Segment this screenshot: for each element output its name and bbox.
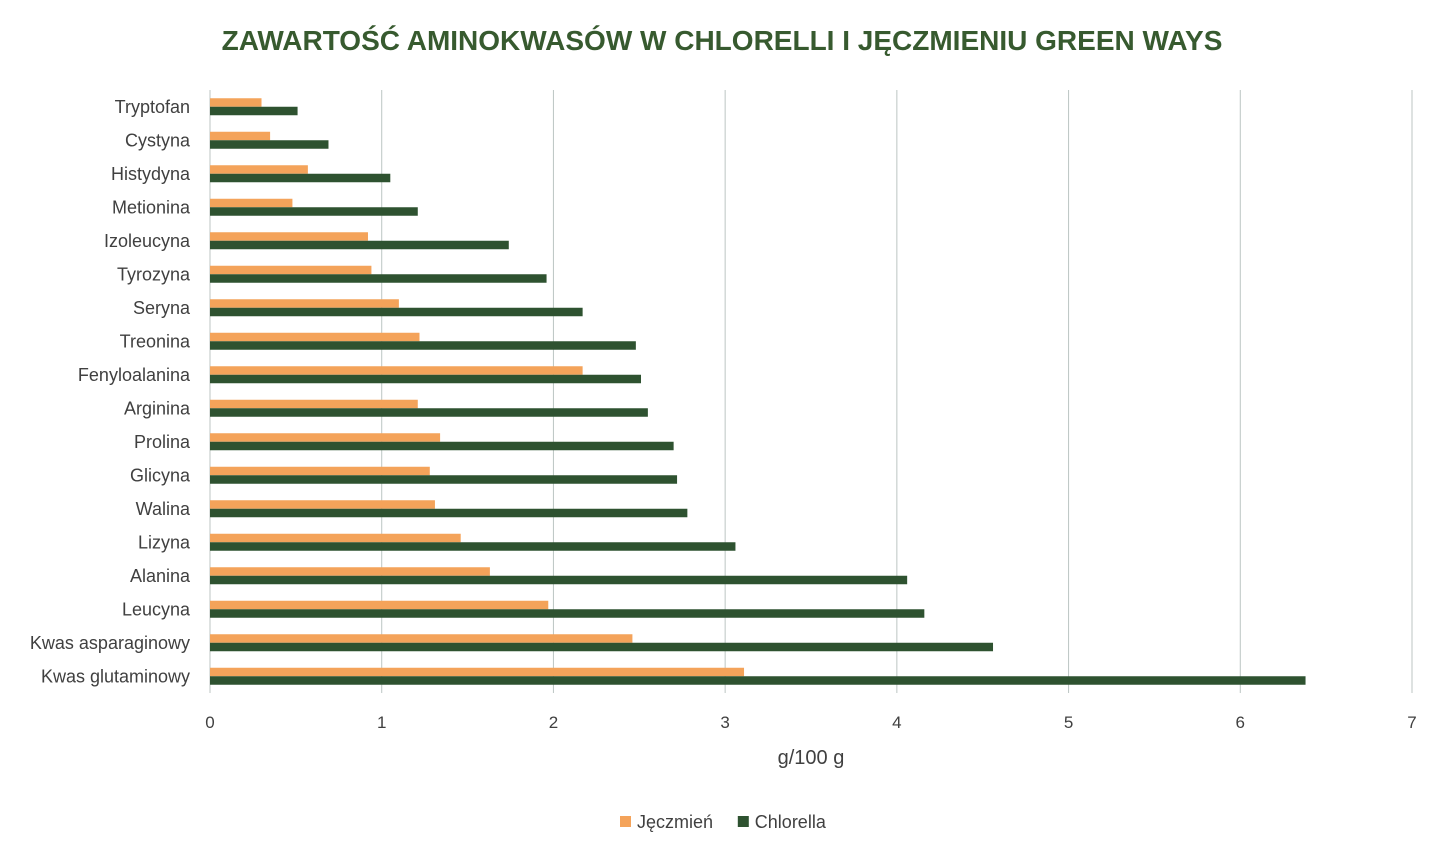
bar-chlorella-lizyna	[210, 542, 736, 551]
bar-j-czmie--glicyna	[210, 466, 430, 476]
bar-j-czmie--walina	[210, 500, 435, 509]
category-label: Prolina	[134, 432, 191, 452]
category-label: Histydyna	[111, 164, 191, 184]
bar-j-czmie--izoleucyna	[210, 232, 368, 241]
category-label: Kwas glutaminowy	[41, 666, 190, 686]
bar-j-czmie--histydyna	[210, 165, 308, 174]
bar-chlorella-fenyloalanina	[210, 374, 642, 384]
category-label: Fenyloalanina	[78, 365, 191, 385]
bar-j-czmie--metionina	[210, 198, 293, 208]
category-label: Lizyna	[138, 532, 191, 552]
x-tick-label: 4	[892, 713, 901, 732]
bar-j-czmie--tryptofan	[210, 98, 262, 107]
bar-chlorella-kwas-asparaginowy	[210, 642, 994, 652]
chart-title: ZAWARTOŚĆ AMINOKWASÓW W CHLORELLI I JĘCZ…	[222, 25, 1223, 56]
x-tick-label: 0	[205, 713, 214, 732]
legend-swatch	[737, 816, 749, 827]
x-tick-labels: 0 1 2 3 4 5 6 7	[205, 713, 1416, 732]
bar-chlorella-tryptofan	[210, 106, 298, 116]
category-label: Cystyna	[125, 130, 191, 150]
bar-j-czmie--seryna	[210, 299, 399, 308]
x-axis-title: g/100 g	[778, 747, 845, 769]
x-tick-label: 5	[1064, 713, 1073, 732]
bar-j-czmie--kwas-asparaginowy	[210, 634, 633, 643]
bar-chlorella-treonina	[210, 341, 636, 350]
bar-chlorella-prolina	[210, 441, 674, 451]
x-tick-label: 2	[549, 713, 558, 732]
bar-j-czmie--leucyna	[210, 600, 549, 610]
category-label: Metionina	[112, 197, 191, 217]
category-label: Izoleucyna	[104, 231, 191, 251]
x-tick-label: 6	[1236, 713, 1245, 732]
category-label: Tryptofan	[115, 97, 190, 117]
bar-j-czmie--lizyna	[210, 533, 461, 543]
category-label: Alanina	[130, 566, 191, 586]
category-label: Arginina	[124, 398, 191, 418]
gridlines	[209, 90, 1413, 693]
bar-chlorella-arginina	[210, 408, 648, 417]
bar-chlorella-walina	[210, 508, 688, 518]
bar-chlorella-izoleucyna	[210, 240, 509, 250]
x-tick-label: 1	[377, 713, 386, 732]
bar-j-czmie--cystyna	[210, 131, 271, 141]
bar-chlorella-leucyna	[210, 609, 925, 618]
bar-j-czmie--alanina	[210, 567, 490, 576]
category-label: Kwas asparaginowy	[30, 633, 190, 653]
bar-chlorella-tyrozyna	[210, 274, 547, 283]
bar-j-czmie--treonina	[210, 332, 420, 342]
x-tick-label: 7	[1407, 713, 1416, 732]
legend[interactable]: Jęczmień Chlorella	[620, 812, 827, 832]
bar-j-czmie--tyrozyna	[210, 265, 372, 275]
category-label: Tyrozyna	[117, 264, 191, 284]
legend-swatch	[620, 816, 631, 827]
bar-chlorella-cystyna	[210, 140, 329, 149]
category-label: Treonina	[120, 331, 191, 351]
category-label: Seryna	[133, 298, 191, 318]
bar-chlorella-alanina	[210, 575, 908, 585]
bar-chlorella-kwas-glutaminowy	[210, 676, 1306, 685]
bar-chlorella-metionina	[210, 207, 418, 216]
category-label: Walina	[136, 499, 191, 519]
bar-chlorella-glicyna	[210, 475, 678, 484]
bars	[210, 98, 1306, 685]
bar-j-czmie--fenyloalanina	[210, 366, 583, 375]
bar-j-czmie--kwas-glutaminowy	[210, 667, 745, 677]
bar-j-czmie--prolina	[210, 433, 441, 442]
legend-label[interactable]: Chlorella	[755, 812, 827, 832]
bar-j-czmie--arginina	[210, 399, 418, 409]
bar-chlorella-seryna	[210, 307, 583, 317]
category-label: Glicyna	[130, 465, 191, 485]
x-tick-label: 3	[720, 713, 729, 732]
category-label: Leucyna	[122, 599, 191, 619]
legend-label[interactable]: Jęczmień	[637, 812, 713, 832]
category-labels: Tryptofan Cystyna Histydyna Metionina Izoleu…	[30, 97, 191, 687]
bar-chlorella-histydyna	[210, 173, 391, 183]
